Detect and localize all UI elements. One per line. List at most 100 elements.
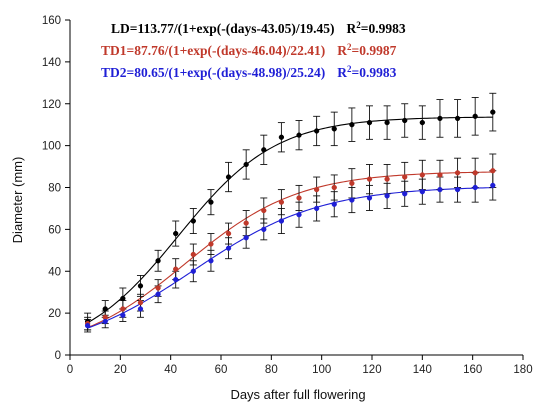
y-tick-label: 60 [48,224,61,236]
data-point-ld [490,109,496,115]
data-point-td1 [173,266,179,272]
data-point-td1 [454,170,461,176]
data-point-ld [155,258,161,264]
equation-td1-formula: TD1=87.76/(1+exp(-(days-46.04)/22.41) [101,43,325,58]
data-point-ld [313,128,320,134]
equation-td1-r-sup: 2 [347,42,352,52]
data-point-td1 [472,170,478,176]
data-point-ld [190,218,196,224]
x-tick-label: 60 [215,364,228,376]
data-point-td2 [331,201,337,207]
x-tick-label: 100 [312,364,331,376]
equation-td2-r-value: =0.9983 [352,65,397,80]
data-point-ld [225,174,232,180]
x-tick-label: 160 [463,364,482,376]
y-tick-label: 120 [42,99,61,111]
y-tick-label: 20 [48,308,61,320]
x-tick-label: 40 [164,364,177,376]
equation-td1-r-value: =0.9987 [352,43,397,58]
y-axis-ticks: 0 20 40 60 80 100 120 140 160 [42,15,70,362]
data-point-ld [278,134,285,140]
y-tick-label: 140 [42,57,61,69]
data-point-td1 [296,195,302,201]
y-tick-label: 100 [42,141,61,153]
data-point-td2 [173,276,179,283]
data-point-ld [384,119,390,126]
data-point-ld [437,115,443,122]
data-point-td2 [225,245,232,251]
data-point-td1 [349,180,355,186]
data-point-td1 [402,174,408,180]
data-point-td1 [261,207,267,214]
data-point-td2 [120,312,126,318]
fit-equations: LD=113.77/(1+exp(-(days-43.05)/19.45) R2=… [101,20,406,80]
data-point-ld [261,147,267,153]
data-point-td2 [349,197,355,203]
x-tick-label: 80 [265,364,278,376]
fit-curve-td2 [87,187,493,329]
data-point-td1 [313,186,320,193]
x-tick-label: 0 [67,364,73,376]
data-point-td1 [137,300,144,306]
fit-curves [87,116,493,329]
data-point-ld [454,115,461,122]
data-point-ld [472,113,478,119]
x-tick-label: 120 [362,364,381,376]
data-point-td2 [384,193,390,199]
data-point-td1 [190,251,196,258]
x-tick-label: 20 [114,364,127,376]
y-tick-label: 0 [55,350,61,362]
data-point-td1 [419,172,425,178]
data-point-td1 [208,241,214,247]
y-tick-label: 160 [42,15,61,27]
data-point-ld [102,306,108,312]
data-point-td2 [402,191,408,197]
data-point-ld [173,230,179,237]
data-point-ld [296,132,302,138]
data-point-td1 [490,168,496,174]
data-point-td2 [296,212,302,218]
data-point-td2 [490,182,496,189]
data-point-td1 [278,199,285,205]
equation-ld-r-value: =0.9983 [361,21,406,36]
equation-ld: LD=113.77/(1+exp(-(days-43.05)/19.45) R2=… [111,20,406,36]
data-point-td2 [313,205,320,212]
data-point-td2 [366,195,373,201]
fit-curve-ld [87,116,493,324]
data-point-td1 [155,285,161,291]
data-point-td1 [120,306,126,312]
data-point-td2 [419,189,425,195]
data-point-td2 [84,323,91,329]
equation-ld-r-label: R [347,21,357,36]
data-point-td2 [137,306,144,312]
data-point-td2 [278,218,285,224]
data-point-td2 [437,186,443,193]
equation-td2-r-sup: 2 [347,64,352,74]
data-point-td1 [243,220,249,226]
equation-td1: TD1=87.76/(1+exp(-(days-46.04)/22.41) R2=… [101,42,397,58]
x-tick-label: 140 [413,364,432,376]
equation-td2-formula: TD2=80.65/(1+exp(-(days-48.98)/25.24) [101,65,325,80]
data-point-td1 [437,172,443,178]
error-bars [84,92,497,333]
data-point-td2 [261,226,267,233]
data-point-td2 [190,268,196,274]
y-axis-title: Diameter (mm) [10,157,25,244]
data-point-td1 [225,230,232,237]
fit-curve-td1 [87,171,493,329]
data-point-td2 [208,258,214,264]
y-tick-label: 80 [48,183,61,195]
data-point-ld [243,161,249,168]
equation-td1-r-label: R [337,43,347,58]
data-point-td2 [102,318,108,325]
data-point-td2 [155,291,161,297]
data-points [84,109,496,329]
x-axis-title: Days after full flowering [230,387,365,402]
data-point-td1 [366,176,373,182]
x-tick-label: 180 [513,364,532,376]
equation-td2-r-label: R [337,65,347,80]
equation-ld-formula: LD=113.77/(1+exp(-(days-43.05)/19.45) [111,21,335,36]
data-point-ld [331,126,337,132]
data-point-ld [366,119,373,126]
